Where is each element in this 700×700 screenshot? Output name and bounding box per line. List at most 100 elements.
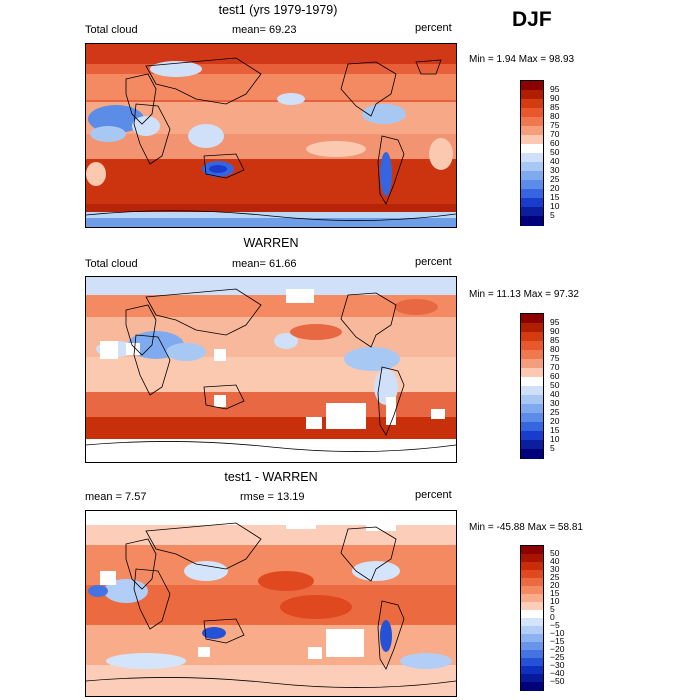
mean-label: mean = 7.57 bbox=[85, 491, 147, 503]
colorbar-tick-label: 50 bbox=[550, 146, 560, 157]
colorbar-swatch bbox=[521, 682, 543, 691]
colorbar-tick-label: 85 bbox=[550, 101, 560, 112]
colorbar-swatch bbox=[521, 626, 543, 635]
colorbar-tick-label: 40 bbox=[550, 388, 560, 399]
colorbar-tick-label: 70 bbox=[550, 128, 560, 139]
colorbar-swatch bbox=[521, 449, 543, 459]
colorbar-tick-label: 70 bbox=[550, 361, 560, 372]
colorbar-tick-label: −50 bbox=[550, 675, 565, 686]
colorbar-swatches bbox=[520, 80, 544, 226]
colorbar-swatch bbox=[521, 332, 543, 342]
left-label: Total cloud bbox=[85, 258, 138, 270]
colorbar-tick-label: 15 bbox=[550, 587, 560, 598]
colorbar-swatch bbox=[521, 395, 543, 405]
colorbar-tick-label: 20 bbox=[550, 415, 560, 426]
colorbar-swatch bbox=[521, 602, 543, 611]
colorbar-tick-label: 0 bbox=[550, 611, 555, 622]
colorbar-tick-label: −30 bbox=[550, 659, 565, 670]
colorbar-tick-label: −40 bbox=[550, 667, 565, 678]
colorbar-tick-label: 5 bbox=[550, 442, 555, 453]
colorbar-swatch bbox=[521, 618, 543, 627]
colorbar-tick-label: −20 bbox=[550, 643, 565, 654]
colorbar-swatch bbox=[521, 610, 543, 619]
colorbar-swatch bbox=[521, 634, 543, 643]
cloud-map bbox=[85, 43, 457, 228]
colorbar-swatch bbox=[521, 642, 543, 651]
colorbar-swatch bbox=[521, 386, 543, 396]
season-label: DJF bbox=[512, 8, 552, 31]
colorbar-swatch bbox=[521, 594, 543, 603]
colorbar-swatches bbox=[520, 313, 544, 459]
colorbar-swatch bbox=[521, 578, 543, 587]
colorbar-swatch bbox=[521, 144, 543, 154]
panel-title: test1 - WARREN bbox=[224, 470, 318, 484]
colorbar-swatch bbox=[521, 314, 543, 324]
colorbar-swatch bbox=[521, 180, 543, 190]
colorbar-tick-label: 90 bbox=[550, 325, 560, 336]
colorbar-tick-label: −15 bbox=[550, 635, 565, 646]
colorbar-swatch bbox=[521, 377, 543, 387]
colorbar-swatch bbox=[521, 650, 543, 659]
units-label: percent bbox=[415, 22, 452, 34]
colorbar-swatch bbox=[521, 422, 543, 432]
colorbar-tick-label: 85 bbox=[550, 334, 560, 345]
colorbar-tick-label: 20 bbox=[550, 579, 560, 590]
left-label: Total cloud bbox=[85, 24, 138, 36]
mean-label: mean= 69.23 bbox=[232, 24, 297, 36]
units-label: percent bbox=[415, 489, 452, 501]
colorbar-swatches bbox=[520, 545, 544, 691]
colorbar-swatch bbox=[521, 117, 543, 127]
colorbar-tick-label: 40 bbox=[550, 155, 560, 166]
colorbar-tick-label: 30 bbox=[550, 397, 560, 408]
colorbar-tick-label: 75 bbox=[550, 352, 560, 363]
minmax-label: Min = 11.13 Max = 97.32 bbox=[469, 289, 579, 300]
colorbar-tick-label: −5 bbox=[550, 619, 560, 630]
colorbar-swatch bbox=[521, 586, 543, 595]
colorbar-tick-label: 30 bbox=[550, 563, 560, 574]
colorbar-swatch bbox=[521, 216, 543, 226]
units-label: percent bbox=[415, 256, 452, 268]
colorbar-swatch bbox=[521, 666, 543, 675]
colorbar-swatch bbox=[521, 350, 543, 360]
colorbar-tick-label: 75 bbox=[550, 119, 560, 130]
colorbar-swatch bbox=[521, 341, 543, 351]
colorbar-tick-label: 50 bbox=[550, 547, 560, 558]
colorbar-swatch bbox=[521, 198, 543, 208]
colorbar-swatch bbox=[521, 126, 543, 136]
colorbar-tick-label: 80 bbox=[550, 343, 560, 354]
colorbar-tick-label: 15 bbox=[550, 191, 560, 202]
colorbar-tick-label: 10 bbox=[550, 595, 560, 606]
colorbar-tick-label: −25 bbox=[550, 651, 565, 662]
colorbar-swatch bbox=[521, 359, 543, 369]
colorbar-tick-label: 25 bbox=[550, 571, 560, 582]
colorbar-swatch bbox=[521, 135, 543, 145]
minmax-label: Min = -45.88 Max = 58.81 bbox=[469, 522, 583, 533]
colorbar-tick-label: 30 bbox=[550, 164, 560, 175]
colorbar-tick-label: 40 bbox=[550, 555, 560, 566]
colorbar-tick-label: 95 bbox=[550, 316, 560, 327]
colorbar-swatch bbox=[521, 674, 543, 683]
colorbar-swatch bbox=[521, 153, 543, 163]
panel-title: test1 (yrs 1979-1979) bbox=[218, 3, 338, 17]
colorbar-tick-label: 5 bbox=[550, 603, 555, 614]
colorbar-swatch bbox=[521, 171, 543, 181]
colorbar-tick-label: −10 bbox=[550, 627, 565, 638]
map-field bbox=[86, 44, 456, 227]
colorbar-swatch bbox=[521, 562, 543, 571]
colorbar-tick-label: 60 bbox=[550, 137, 560, 148]
colorbar-swatch bbox=[521, 162, 543, 172]
colorbar-swatch bbox=[521, 99, 543, 109]
rmse-label: rmse = 13.19 bbox=[240, 491, 305, 503]
colorbar-swatch bbox=[521, 570, 543, 579]
colorbar-swatch bbox=[521, 404, 543, 414]
difference-map bbox=[85, 510, 457, 697]
colorbar-tick-label: 95 bbox=[550, 83, 560, 94]
colorbar-swatch bbox=[521, 440, 543, 450]
colorbar-swatch bbox=[521, 431, 543, 441]
colorbar-tick-label: 20 bbox=[550, 182, 560, 193]
colorbar-tick-label: 60 bbox=[550, 370, 560, 381]
panel-title: WARREN bbox=[243, 236, 299, 250]
map-field bbox=[86, 277, 456, 462]
colorbar-swatch bbox=[521, 323, 543, 333]
colorbar-swatch bbox=[521, 554, 543, 563]
